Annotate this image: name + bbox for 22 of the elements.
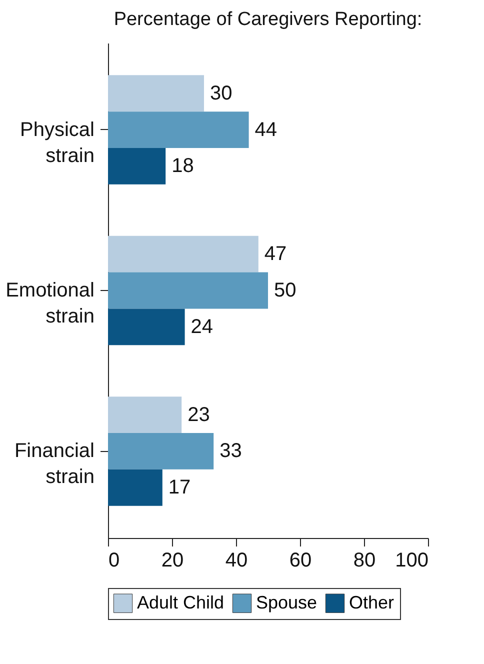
x-tick-label: 60 [289,550,312,572]
data-label: 24 [190,316,214,338]
data-label: 44 [254,118,278,141]
legend-label: Adult Child [137,592,224,612]
y-tick-label: Emotional strain [6,280,94,328]
x-tick-label: 80 [353,550,376,572]
y-tick-label: Physical strain [20,118,94,167]
data-label: 47 [264,243,287,266]
x-tick-label: 20 [161,550,184,572]
x-tick-label: 100 [395,550,428,572]
data-label: 50 [274,280,296,302]
x-tick-label: 0 [108,550,120,572]
legend-label: Spouse [256,592,318,612]
data-label: 33 [220,440,242,462]
chart-title: Percentage of Caregivers Reporting: [114,9,422,30]
data-label: 23 [188,404,210,426]
legend-label: Other [349,592,394,612]
data-label: 18 [172,155,194,178]
data-label: 30 [210,82,232,104]
y-tick-label: Financial strain [14,440,94,488]
x-tick-label: 40 [225,550,248,572]
data-label: 17 [168,476,191,499]
